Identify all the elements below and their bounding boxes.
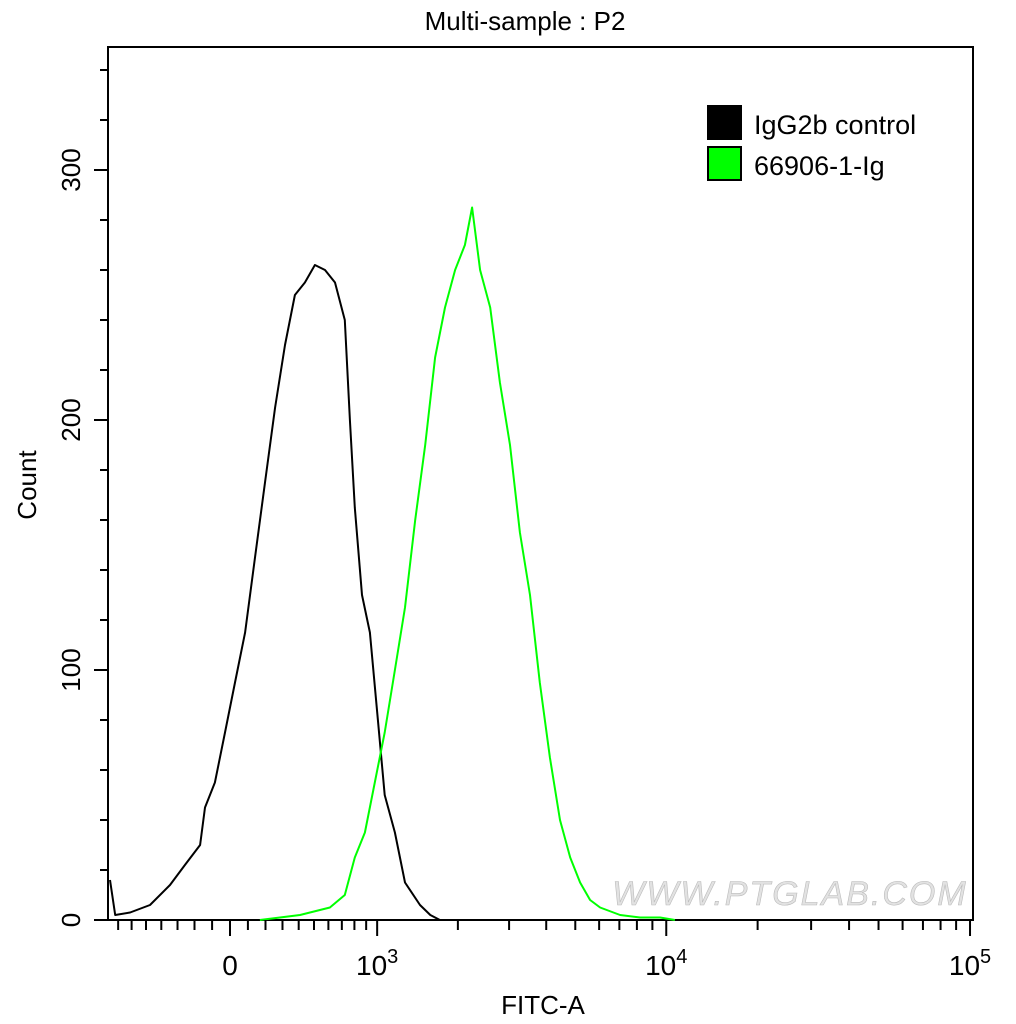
x-tick-base: 10 [949,950,980,981]
series-line-1 [259,206,676,921]
x-tick-exponent: 3 [387,946,398,968]
y-tick-label: 0 [56,913,86,927]
series-layer [109,206,676,921]
series-line-0 [109,264,441,921]
legend-swatch-igg2b [707,105,742,140]
watermark: WWW.PTGLAB.COM [612,875,967,913]
y-axis-label: Count [12,450,42,520]
x-tick-exponent: 5 [980,946,991,968]
legend-label-igg2b: IgG2b control [754,110,916,140]
x-tick-label: 104 [645,946,687,981]
x-tick-base: 0 [222,950,238,981]
x-axis-label: FITC-A [501,990,585,1020]
x-tick-label: 0 [222,950,238,981]
legend-swatch-66906 [707,146,742,181]
chart-title: Multi-sample : P2 [425,6,626,36]
y-axis: 0 100 200 300 [56,69,108,927]
y-tick-label: 200 [56,398,86,441]
y-tick-label: 100 [56,648,86,691]
legend: IgG2b control 66906-1-Ig [707,105,916,181]
plot-frame [107,46,974,921]
x-tick-base: 10 [645,950,676,981]
y-tick-label: 300 [56,148,86,191]
x-tick-label: 105 [949,946,991,981]
x-tick-label: 103 [356,946,398,981]
legend-label-66906: 66906-1-Ig [754,151,885,181]
x-tick-base: 10 [356,950,387,981]
x-tick-exponent: 4 [676,946,687,968]
x-axis: 0 103 104 105 [117,920,991,981]
